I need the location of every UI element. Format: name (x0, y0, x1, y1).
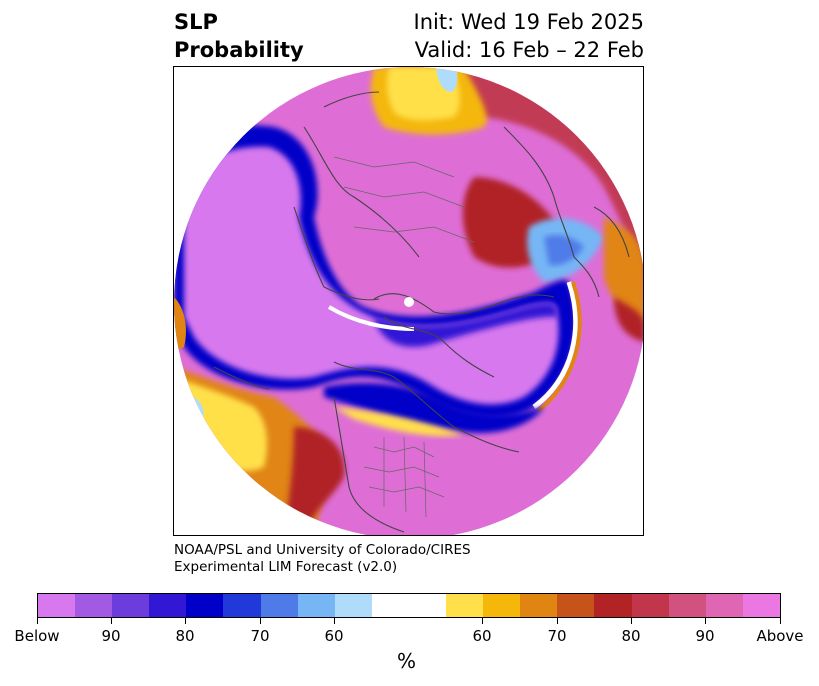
colorbar-segment (483, 594, 521, 617)
probability-map (174, 67, 643, 535)
colorbar-segment (631, 594, 669, 617)
colorbar-segment (260, 594, 298, 617)
colorbar-unit: % (397, 649, 417, 673)
colorbar-tick-label: Above (756, 627, 804, 645)
colorbar-tick-label: 80 (621, 627, 641, 645)
colorbar-tick (334, 618, 335, 624)
colorbar-tick (631, 618, 632, 624)
credit-text: NOAA/PSL and University of Colorado/CIRE… (174, 542, 471, 576)
colorbar-tick (482, 618, 483, 624)
colorbar-tick (37, 618, 38, 624)
colorbar-segment (297, 594, 335, 617)
colorbar-segment (668, 594, 706, 617)
map-panel (173, 66, 644, 536)
credit-line-1: NOAA/PSL and University of Colorado/CIRE… (174, 542, 471, 558)
colorbar-tick-label: Below (14, 627, 60, 645)
colorbar-tick (780, 618, 781, 624)
colorbar-segment (408, 594, 447, 617)
colorbar-segment (446, 594, 484, 617)
colorbar-tick (557, 618, 558, 624)
colorbar-tick-label: 80 (175, 627, 195, 645)
chart-title: SLP Probability (174, 8, 304, 64)
colorbar-segment (38, 594, 76, 617)
colorbar-segment (557, 594, 595, 617)
credit-line-2: Experimental LIM Forecast (v2.0) (174, 559, 398, 575)
colorbar-segment (75, 594, 113, 617)
colorbar-tick-label: 60 (472, 627, 492, 645)
colorbar-tick (705, 618, 706, 624)
colorbar-segment (594, 594, 632, 617)
valid-period: Valid: 16 Feb – 22 Feb (414, 38, 644, 62)
colorbar-tick-label: 90 (101, 627, 121, 645)
colorbar-tick-label: 60 (324, 627, 344, 645)
init-date: Init: Wed 19 Feb 2025 (413, 10, 644, 34)
colorbar-segment (334, 594, 372, 617)
colorbar-segment (371, 594, 409, 617)
title-line-2: Probability (174, 38, 304, 62)
colorbar-segment (149, 594, 187, 617)
colorbar-segment (223, 594, 261, 617)
colorbar-segment (186, 594, 224, 617)
date-info: Init: Wed 19 Feb 2025 Valid: 16 Feb – 22… (320, 8, 644, 64)
colorbar (37, 593, 781, 618)
title-line-1: SLP (174, 10, 218, 34)
colorbar-tick (260, 618, 261, 624)
colorbar-tick (111, 618, 112, 624)
colorbar-segment (705, 594, 743, 617)
colorbar-tick (185, 618, 186, 624)
probability-field (174, 67, 643, 535)
north-pole-marker (404, 297, 414, 307)
colorbar-segment (742, 594, 780, 617)
colorbar-segment (112, 594, 150, 617)
colorbar-tick-label: 70 (547, 627, 567, 645)
colorbar-tick-label: 70 (250, 627, 270, 645)
colorbar-tick-label: 90 (695, 627, 715, 645)
colorbar-segment (520, 594, 558, 617)
